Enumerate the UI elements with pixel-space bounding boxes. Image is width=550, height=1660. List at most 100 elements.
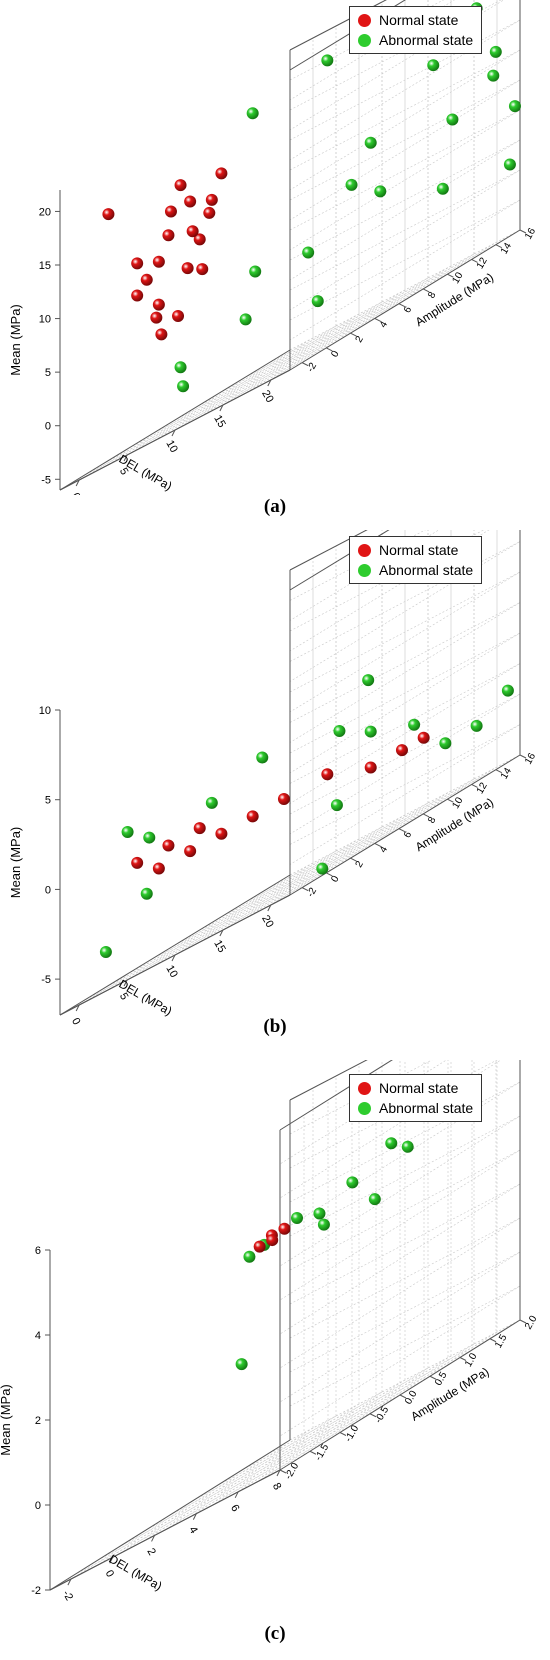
normal-state-point bbox=[278, 1222, 291, 1235]
x-tick-label: 0 bbox=[69, 1016, 82, 1025]
x-tick-label: 8 bbox=[270, 1481, 283, 1492]
abnormal-state-point bbox=[345, 178, 358, 191]
y-tick-label: 8 bbox=[426, 815, 439, 826]
x-tick-label: 4 bbox=[186, 1524, 199, 1535]
legend-swatch-normal bbox=[358, 543, 371, 557]
y-tick-label: 14 bbox=[499, 241, 514, 257]
abnormal-state-point bbox=[330, 799, 343, 812]
abnormal-state-point bbox=[313, 1207, 326, 1220]
y-tick-label: 2.0 bbox=[523, 1314, 540, 1332]
legend-swatch-abnormal bbox=[358, 1101, 371, 1115]
abnormal-state-point bbox=[291, 1212, 303, 1224]
abnormal-state-point bbox=[489, 45, 502, 58]
legend-swatch-normal bbox=[358, 13, 371, 27]
y-tick-label: 12 bbox=[475, 255, 490, 271]
abnormal-state-point bbox=[446, 113, 459, 126]
abnormal-state-point bbox=[385, 1137, 398, 1150]
normal-state-point bbox=[395, 744, 408, 757]
y-tick-label: 0 bbox=[329, 874, 342, 885]
normal-state-point bbox=[277, 792, 290, 805]
z-tick-label: -5 bbox=[41, 474, 51, 486]
legend-label-normal: Normal state bbox=[379, 12, 459, 28]
abnormal-state-point bbox=[503, 158, 516, 171]
normal-state-point bbox=[184, 195, 197, 208]
normal-state-point bbox=[364, 761, 377, 774]
z-tick-label: 5 bbox=[45, 367, 51, 379]
normal-state-point bbox=[131, 856, 144, 869]
y-tick-label: 6 bbox=[402, 304, 415, 315]
normal-state-point bbox=[203, 206, 216, 219]
y-tick-label: 8 bbox=[426, 290, 439, 301]
abnormal-state-point bbox=[439, 737, 452, 750]
y-tick-label: -2 bbox=[305, 886, 319, 900]
legend-label-abnormal: Abnormal state bbox=[379, 32, 474, 48]
abnormal-state-point bbox=[317, 1218, 330, 1231]
x-tick-label: 0 bbox=[103, 1568, 116, 1579]
normal-state-point bbox=[162, 229, 175, 242]
normal-state-point bbox=[215, 167, 228, 180]
z-tick-label: 10 bbox=[39, 314, 51, 326]
x-tick-label: 20 bbox=[259, 913, 276, 930]
abnormal-state-point bbox=[487, 69, 500, 82]
caption-c: (c) bbox=[264, 1623, 286, 1644]
abnormal-state-point bbox=[436, 182, 449, 195]
normal-state-point bbox=[140, 273, 153, 286]
z-axis-label: Mean (MPa) bbox=[0, 1384, 13, 1456]
normal-state-point bbox=[266, 1234, 279, 1247]
abnormal-state-point bbox=[321, 54, 334, 67]
legend-swatch-abnormal bbox=[358, 563, 371, 577]
legend-b: Normal state Abnormal state bbox=[349, 536, 483, 584]
x-tick-label: 5 bbox=[117, 991, 130, 1002]
x-tick-label: 15 bbox=[211, 413, 228, 430]
normal-state-point bbox=[184, 845, 197, 858]
y-tick-label: 6 bbox=[402, 829, 415, 840]
abnormal-state-point bbox=[470, 719, 483, 732]
abnormal-state-point bbox=[364, 725, 377, 738]
x-tick-label: 6 bbox=[228, 1503, 241, 1514]
legend-label-abnormal: Abnormal state bbox=[379, 1100, 474, 1116]
y-tick-label: -2 bbox=[305, 361, 319, 375]
normal-state-point bbox=[164, 205, 177, 218]
legend-label-normal: Normal state bbox=[379, 1080, 459, 1096]
abnormal-state-point bbox=[143, 831, 156, 844]
panel-b: -5 0 5 10 Mean (MPa) 0 5 10 15 20 DEL (MPa) -2 0 2 4 6 8… bbox=[0, 530, 550, 1060]
normal-state-point bbox=[152, 862, 165, 875]
z-tick-label: 5 bbox=[45, 795, 51, 807]
abnormal-state-point bbox=[235, 1358, 248, 1371]
z-tick-label: 4 bbox=[35, 1330, 41, 1342]
abnormal-state-point bbox=[408, 718, 421, 731]
legend-c: Normal state Abnormal state bbox=[349, 1074, 483, 1122]
abnormal-state-point bbox=[246, 107, 259, 120]
abnormal-state-point bbox=[374, 185, 387, 198]
normal-state-point bbox=[196, 263, 209, 276]
abnormal-state-point bbox=[508, 100, 521, 113]
abnormal-state-point bbox=[256, 751, 269, 764]
z-tick-label: 6 bbox=[35, 1245, 41, 1257]
normal-state-point bbox=[253, 1240, 266, 1253]
z-tick-label: 0 bbox=[45, 884, 51, 896]
legend-swatch-normal bbox=[358, 1081, 371, 1095]
normal-state-point bbox=[321, 768, 334, 781]
abnormal-state-point bbox=[364, 136, 377, 149]
z-tick-label: -2 bbox=[31, 1585, 41, 1597]
abnormal-state-point bbox=[346, 1176, 359, 1189]
abnormal-state-point bbox=[368, 1193, 381, 1206]
abnormal-state-point bbox=[333, 724, 346, 737]
y-tick-label: 10 bbox=[450, 795, 465, 811]
normal-state-point bbox=[152, 255, 165, 268]
abnormal-state-point bbox=[177, 380, 190, 393]
normal-state-point bbox=[246, 810, 259, 823]
abnormal-state-point bbox=[243, 1250, 256, 1263]
legend-swatch-abnormal bbox=[358, 33, 371, 47]
y-tick-label: 16 bbox=[523, 751, 538, 767]
y-tick-label: 4 bbox=[378, 319, 391, 330]
y-tick-label: 2 bbox=[354, 859, 367, 870]
abnormal-state-point bbox=[249, 265, 262, 278]
normal-state-point bbox=[181, 262, 194, 275]
normal-state-point bbox=[174, 179, 187, 192]
normal-state-point bbox=[186, 225, 199, 238]
y-tick-label: 12 bbox=[475, 780, 490, 796]
